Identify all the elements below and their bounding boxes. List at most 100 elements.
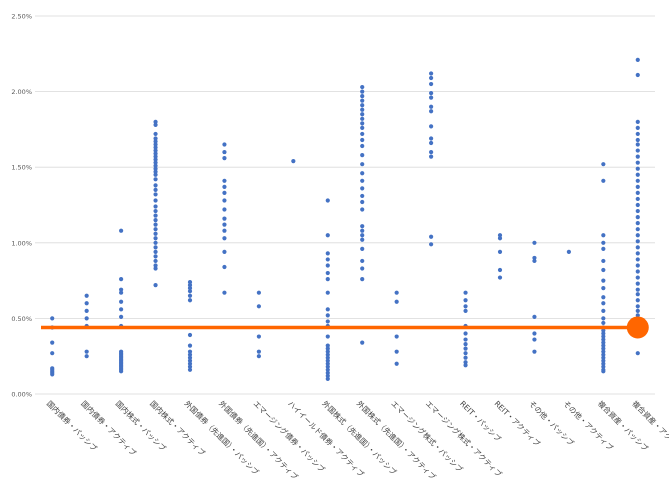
data-point (601, 278, 606, 283)
data-point (325, 198, 330, 203)
data-point (153, 148, 158, 153)
data-point (187, 364, 193, 369)
data-point (360, 233, 365, 238)
data-point (153, 172, 158, 177)
data-point (153, 154, 158, 159)
x-tick-label: エマージング株式・パッシブ (389, 398, 465, 474)
data-point (360, 116, 365, 121)
data-point (394, 290, 399, 295)
data-point (635, 239, 640, 244)
data-point (187, 367, 193, 372)
data-point (360, 125, 365, 130)
data-point (601, 258, 606, 264)
data-point (635, 275, 640, 280)
data-point (153, 254, 158, 259)
data-point (153, 258, 158, 264)
data-point (635, 269, 640, 274)
data-point (325, 376, 330, 381)
data-point (153, 187, 158, 192)
data-point (360, 143, 365, 149)
data-point (429, 136, 434, 141)
data-point (153, 231, 158, 236)
data-point (84, 354, 89, 359)
data-point (601, 267, 606, 273)
data-point (635, 125, 640, 130)
data-point (153, 192, 158, 197)
x-axis-tick-labels: 国内債券・パッシブ国内債券・アクティブ国内株式・パッシブ国内株式・アクティブ外国… (45, 398, 669, 482)
data-point (635, 221, 640, 226)
data-point (635, 172, 640, 177)
data-point (153, 198, 158, 203)
data-point (256, 290, 261, 295)
data-point (635, 313, 640, 318)
data-point (187, 349, 193, 354)
data-point (360, 266, 365, 271)
data-point (429, 109, 434, 114)
data-point (601, 346, 606, 351)
data-point (187, 358, 193, 363)
data-point (601, 340, 606, 345)
data-point (635, 208, 640, 214)
data-point (119, 276, 124, 282)
data-point (153, 218, 158, 223)
data-point (601, 328, 606, 333)
data-point (222, 222, 227, 227)
data-point (532, 349, 537, 354)
data-point (187, 289, 193, 294)
data-point (84, 293, 89, 298)
data-point (153, 131, 158, 137)
data-point (601, 343, 606, 348)
reference-layer (41, 316, 649, 339)
data-point (360, 89, 365, 94)
data-point (463, 304, 468, 309)
y-tick-label: 2.00% (11, 88, 32, 96)
data-point (429, 95, 434, 100)
data-point (360, 153, 365, 158)
data-point (187, 355, 193, 360)
data-point (325, 373, 330, 378)
data-point (601, 316, 606, 321)
data-point (291, 159, 296, 164)
y-tick-label: 1.00% (11, 239, 32, 247)
data-point (84, 349, 89, 354)
data-point (153, 263, 158, 268)
data-point (601, 320, 606, 326)
data-point (119, 287, 124, 292)
data-point (635, 119, 640, 124)
y-tick-label: 0.00% (11, 391, 32, 399)
y-axis-tick-labels: 0.00% 0.50% 1.00% 1.50% 2.00% 2.50% (11, 13, 32, 399)
x-tick-label: 複合資産・アクティブ (630, 398, 669, 458)
data-point (360, 94, 365, 99)
data-point (222, 149, 227, 155)
highlight-marker (626, 316, 649, 339)
data-point (635, 227, 640, 232)
data-point (153, 227, 158, 232)
data-point (119, 228, 124, 233)
data-point (360, 162, 365, 167)
data-point (601, 358, 606, 363)
y-tick-label: 1.50% (11, 164, 32, 172)
data-point (429, 140, 434, 146)
data-point (325, 233, 330, 238)
data-point (325, 352, 330, 357)
data-point (429, 91, 434, 96)
data-point (635, 166, 640, 171)
data-point (360, 121, 365, 126)
data-point (463, 363, 468, 368)
data-point (601, 352, 606, 357)
data-point (601, 233, 606, 238)
data-point (635, 214, 640, 220)
data-point (635, 251, 640, 256)
data-point (429, 242, 434, 247)
data-point (635, 298, 640, 303)
data-point (635, 196, 640, 202)
data-point (601, 162, 606, 167)
data-point (325, 355, 330, 360)
data-point (360, 171, 365, 176)
data-point (429, 124, 434, 129)
data-point (187, 286, 193, 291)
data-point (256, 349, 261, 354)
data-point (497, 236, 503, 241)
data-point (429, 234, 434, 239)
